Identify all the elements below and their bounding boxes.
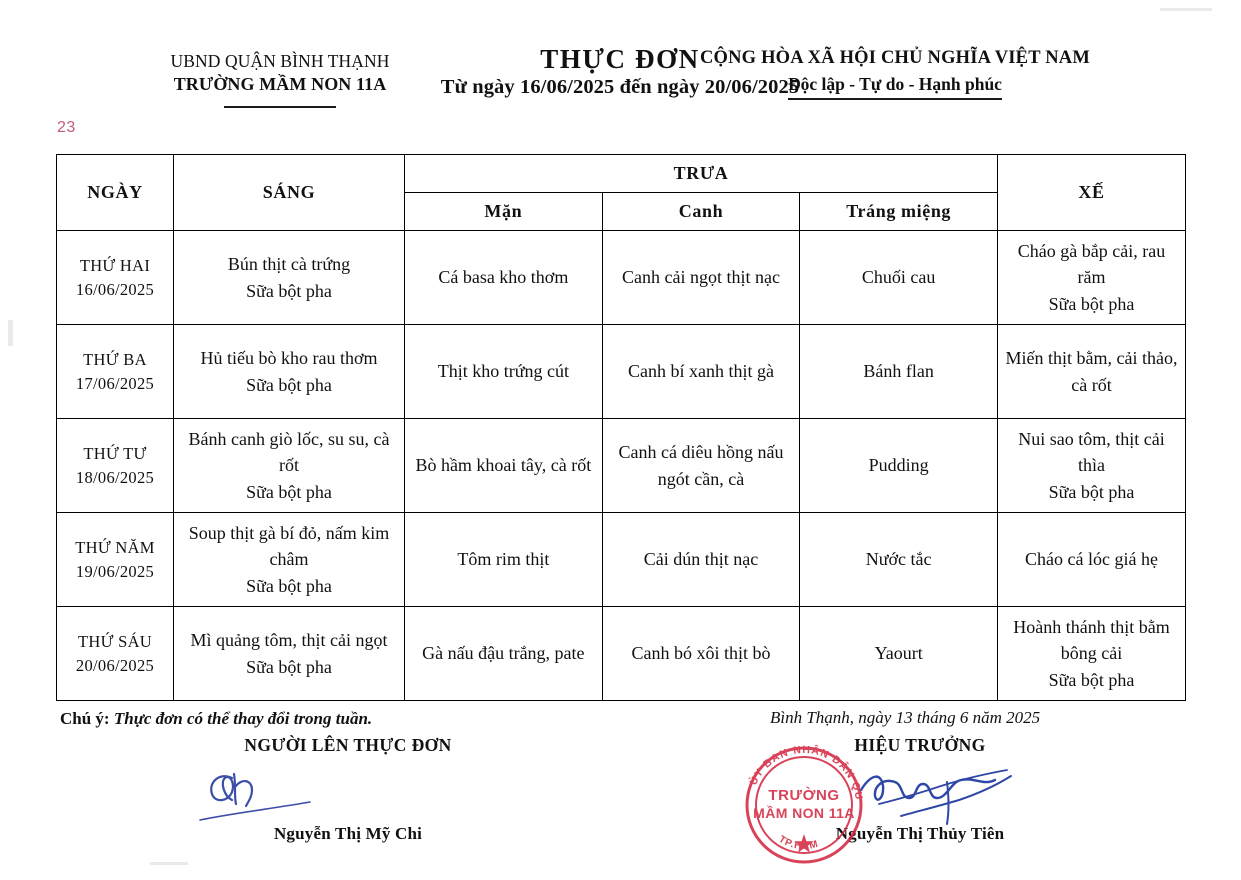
table-row: THỨ NĂM 19/06/2025 Soup thịt gà bí đỏ, nấ… [56,512,1186,607]
cell-lunch-dessert: Bánh flan [799,324,998,419]
column-header-trang-mieng: Tráng miệng [799,192,998,231]
cell-afternoon: Miến thịt bằm, cải thảo, cà rốt [997,324,1186,419]
cell-lunch-dessert: Chuối cau [799,230,998,325]
cell-lunch-main: Tôm rim thịt [404,512,603,607]
cell-day: THỨ SÁU 20/06/2025 [56,606,174,701]
note-label: Chú ý: [60,709,110,728]
cell-day: THỨ TƯ 18/06/2025 [56,418,174,513]
table-header-row-top: NGÀY SÁNG TRƯA XẾ [56,154,1186,231]
column-header-sang: SÁNG [173,154,405,231]
cell-day: THỨ BA 17/06/2025 [56,324,174,419]
cell-breakfast: Hủ tiếu bò kho rau thơm Sữa bột pha [173,324,405,419]
scan-artifact [8,320,13,346]
day-date: 17/06/2025 [75,373,155,393]
cell-lunch-main: Cá basa kho thơm [404,230,603,325]
header-divider-rule [224,105,336,108]
cell-afternoon: Cháo gà bắp cải, rau răm Sữa bột pha [997,230,1186,325]
cell-lunch-soup: Canh cá diêu hồng nấu ngót cần, cà [601,418,801,513]
document-header: UBND QUẬN BÌNH THẠNH TRƯỜNG MẦM NON 11A … [0,44,1241,154]
column-header-ngay: NGÀY [56,154,174,231]
cell-lunch-soup: Canh bí xanh thịt gà [601,324,801,419]
scan-artifact [1160,8,1212,11]
table-row: THỨ HAI 16/06/2025 Bún thịt cà trứng Sữa b… [56,230,1186,325]
table-row: THỨ BA 17/06/2025 Hủ tiếu bò kho rau thơm… [56,324,1186,419]
table-head: NGÀY SÁNG TRƯA XẾ Mặn Canh Tráng miệng [56,154,1186,231]
national-heading: CỘNG HÒA XÃ HỘI CHỦ NGHĨA VIỆT NAM Độc l… [660,46,1130,100]
day-name: THỨ BA [83,350,147,370]
day-name: THỨ TƯ [83,444,147,464]
table-body: THỨ HAI 16/06/2025 Bún thịt cà trứng Sữa b… [56,230,1186,701]
signature-block-right: HIỆU TRƯỞNG Nguyễn Thị Thủy Tiên [700,735,1140,844]
page-title: THỰC ĐƠN [540,44,700,74]
cell-lunch-soup: Cải dún thịt nạc [601,512,801,607]
cell-lunch-dessert: Pudding [799,418,998,513]
place-and-date: Bình Thạnh, ngày 13 tháng 6 năm 2025 [770,708,1041,727]
signature-name-right: Nguyễn Thị Thủy Tiên [835,824,1005,843]
signature-role-right: HIỆU TRƯỞNG [854,735,986,755]
scan-artifact [150,862,188,865]
day-name: THỨ SÁU [77,632,153,652]
day-date: 20/06/2025 [75,655,155,675]
column-header-trua: TRƯA [404,154,998,193]
day-name: THỨ NĂM [75,538,155,558]
table-row: THỨ SÁU 20/06/2025 Mì quảng tôm, thịt cải… [56,606,1186,701]
org-school-name: TRƯỜNG MẦM NON 11A [173,74,387,95]
column-header-canh: Canh [601,192,801,231]
cell-lunch-soup: Canh cải ngọt thịt nạc [601,230,801,325]
national-motto: Độc lập - Tự do - Hạnh phúc [788,73,1002,100]
column-header-man: Mặn [404,192,603,231]
cell-lunch-main: Thịt kho trứng cút [404,324,603,419]
cell-breakfast: Soup thịt gà bí đỏ, nấm kim châm Sữa bột … [173,512,405,607]
cell-breakfast: Bánh canh giò lốc, su su, cà rốt Sữa bột … [173,418,405,513]
cell-lunch-main: Gà nấu đậu trắng, pate [404,606,603,701]
national-title: CỘNG HÒA XÃ HỘI CHỦ NGHĨA VIỆT NAM [699,48,1091,68]
column-header-xe: XẾ [997,154,1186,231]
table-row: THỨ TƯ 18/06/2025 Bánh canh giò lốc, su s… [56,418,1186,513]
day-date: 18/06/2025 [75,467,155,487]
menu-note: Chú ý: Thực đơn có thể thay đổi trong tu… [60,709,372,729]
cell-lunch-soup: Canh bó xôi thịt bò [601,606,801,701]
day-date: 16/06/2025 [75,279,155,299]
table-header-row-sub: Mặn Canh Tráng miệng [57,192,1186,231]
cell-day: THỨ HAI 16/06/2025 [56,230,174,325]
cell-breakfast: Bún thịt cà trứng Sữa bột pha [173,230,405,325]
cell-lunch-main: Bò hầm khoai tây, cà rốt [404,418,603,513]
issuing-organization: UBND QUẬN BÌNH THẠNH TRƯỜNG MẦM NON 11A [100,50,460,108]
cell-lunch-dessert: Nước tắc [799,512,998,607]
menu-table: NGÀY SÁNG TRƯA XẾ Mặn Canh Tráng miệng T… [56,154,1186,701]
cell-afternoon: Cháo cá lóc giá hẹ [997,512,1186,607]
note-text: Thực đơn có thể thay đổi trong tuần. [113,709,373,728]
cell-day: THỨ NĂM 19/06/2025 [56,512,174,607]
cell-lunch-dessert: Yaourt [799,606,998,701]
day-name: THỨ HAI [79,256,151,276]
menu-date-range: Từ ngày 16/06/2025 đến ngày 20/06/2025 [440,76,800,98]
org-authority-name: UBND QUẬN BÌNH THẠNH [170,51,390,71]
day-date: 19/06/2025 [75,561,155,581]
signature-role-left: NGƯỜI LÊN THỰC ĐƠN [244,735,452,755]
signature-name-left: Nguyễn Thị Mỹ Chi [273,824,423,843]
signature-block-left: NGƯỜI LÊN THỰC ĐƠN Nguyễn Thị Mỹ Chi [178,735,518,844]
cell-afternoon: Nui sao tôm, thịt cải thìa Sữa bột pha [997,418,1186,513]
cell-afternoon: Hoành thánh thịt bằm bông cải Sữa bột pha [997,606,1186,701]
page-number-marker: 23 [57,119,76,136]
cell-breakfast: Mì quảng tôm, thịt cải ngọt Sữa bột pha [173,606,405,701]
